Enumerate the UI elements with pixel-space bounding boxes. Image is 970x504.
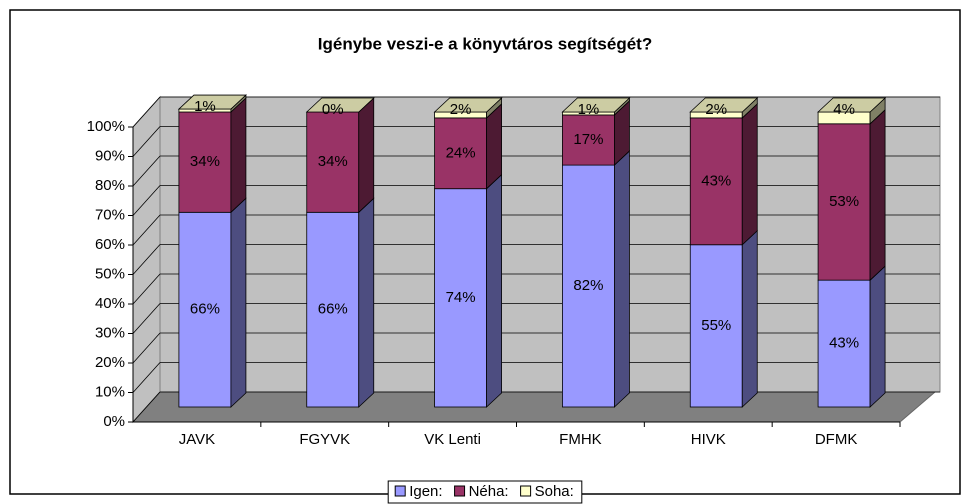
value-label: 55% [701,317,731,334]
value-label: 53% [829,193,859,210]
grid-line [132,126,161,157]
value-label: 66% [190,301,220,318]
bar-top [817,97,887,113]
bar-side [869,108,886,282]
x-tick-label: HIVK [691,431,726,448]
value-label: 66% [318,301,348,318]
x-tick-label: VK Lenti [424,431,481,448]
bar [689,117,743,246]
bar-side [486,102,502,190]
bar-side [230,97,247,214]
bar [306,211,360,408]
x-tick-label: DFMK [815,431,858,448]
bar-top [305,97,375,113]
x-tick-label: FGYVK [299,431,350,448]
legend-label: Igen: [409,483,442,500]
y-tick-label: 30% [95,324,125,341]
grid-line [132,273,161,305]
legend-label: Néha: [469,483,509,500]
value-label: 74% [446,289,476,306]
bar [562,114,615,166]
floor [131,391,937,423]
value-label: 24% [446,144,476,161]
value-label: 34% [190,153,220,170]
bar-top [433,97,503,113]
value-label: 43% [829,335,859,352]
value-label: 2% [705,101,727,118]
bar [434,188,487,408]
grid-line [132,96,161,128]
bar [434,117,487,190]
value-label: 43% [701,172,731,189]
bar-top [689,97,759,113]
legend-swatch [520,485,532,497]
chart-title: Igénybe veszi-e a könyvtáros segítségét? [318,34,652,53]
x-tick-label: FMHK [559,431,602,448]
bar-side [358,197,375,408]
legend-swatch [394,485,406,497]
grid-line [132,332,161,364]
grid-line [132,362,161,393]
value-label: 1% [194,98,216,115]
y-tick-label: 20% [95,354,125,371]
value-label: 82% [573,277,603,294]
legend [387,480,583,504]
bar-side [741,229,758,408]
y-tick-label: 60% [95,236,125,253]
grid-line [132,303,161,334]
value-label: 0% [322,101,344,118]
bar [689,244,743,408]
y-tick-label: 70% [95,206,125,223]
legend-swatch [454,485,466,497]
legend-label: Soha: [535,483,574,500]
value-label: 2% [450,101,472,118]
bar-side [869,265,886,408]
y-tick-label: 100% [87,118,125,135]
y-tick-label: 80% [95,177,125,194]
y-tick-label: 50% [95,265,125,282]
bar-top [561,97,631,113]
bar-top [177,94,247,110]
grid-line [132,244,161,275]
value-label: 34% [318,153,348,170]
bar-side [486,173,502,408]
bar-side [614,150,630,408]
x-tick-label: JAVK [179,431,215,448]
bar-side [230,197,247,408]
grid-line [132,391,161,423]
grid-line [132,214,161,246]
y-tick-label: 40% [95,295,125,312]
bar [306,111,360,213]
bar [178,211,232,408]
bar-side [741,102,758,246]
grid-line [132,155,161,187]
y-tick-label: 10% [95,383,125,400]
bar [178,111,232,213]
value-label: 1% [578,101,600,118]
bar-side [358,97,375,214]
grid-line [132,185,161,216]
value-label: 4% [833,101,855,118]
y-tick-label: 0% [103,413,125,430]
value-label: 17% [573,131,603,148]
y-tick-label: 90% [95,147,125,164]
